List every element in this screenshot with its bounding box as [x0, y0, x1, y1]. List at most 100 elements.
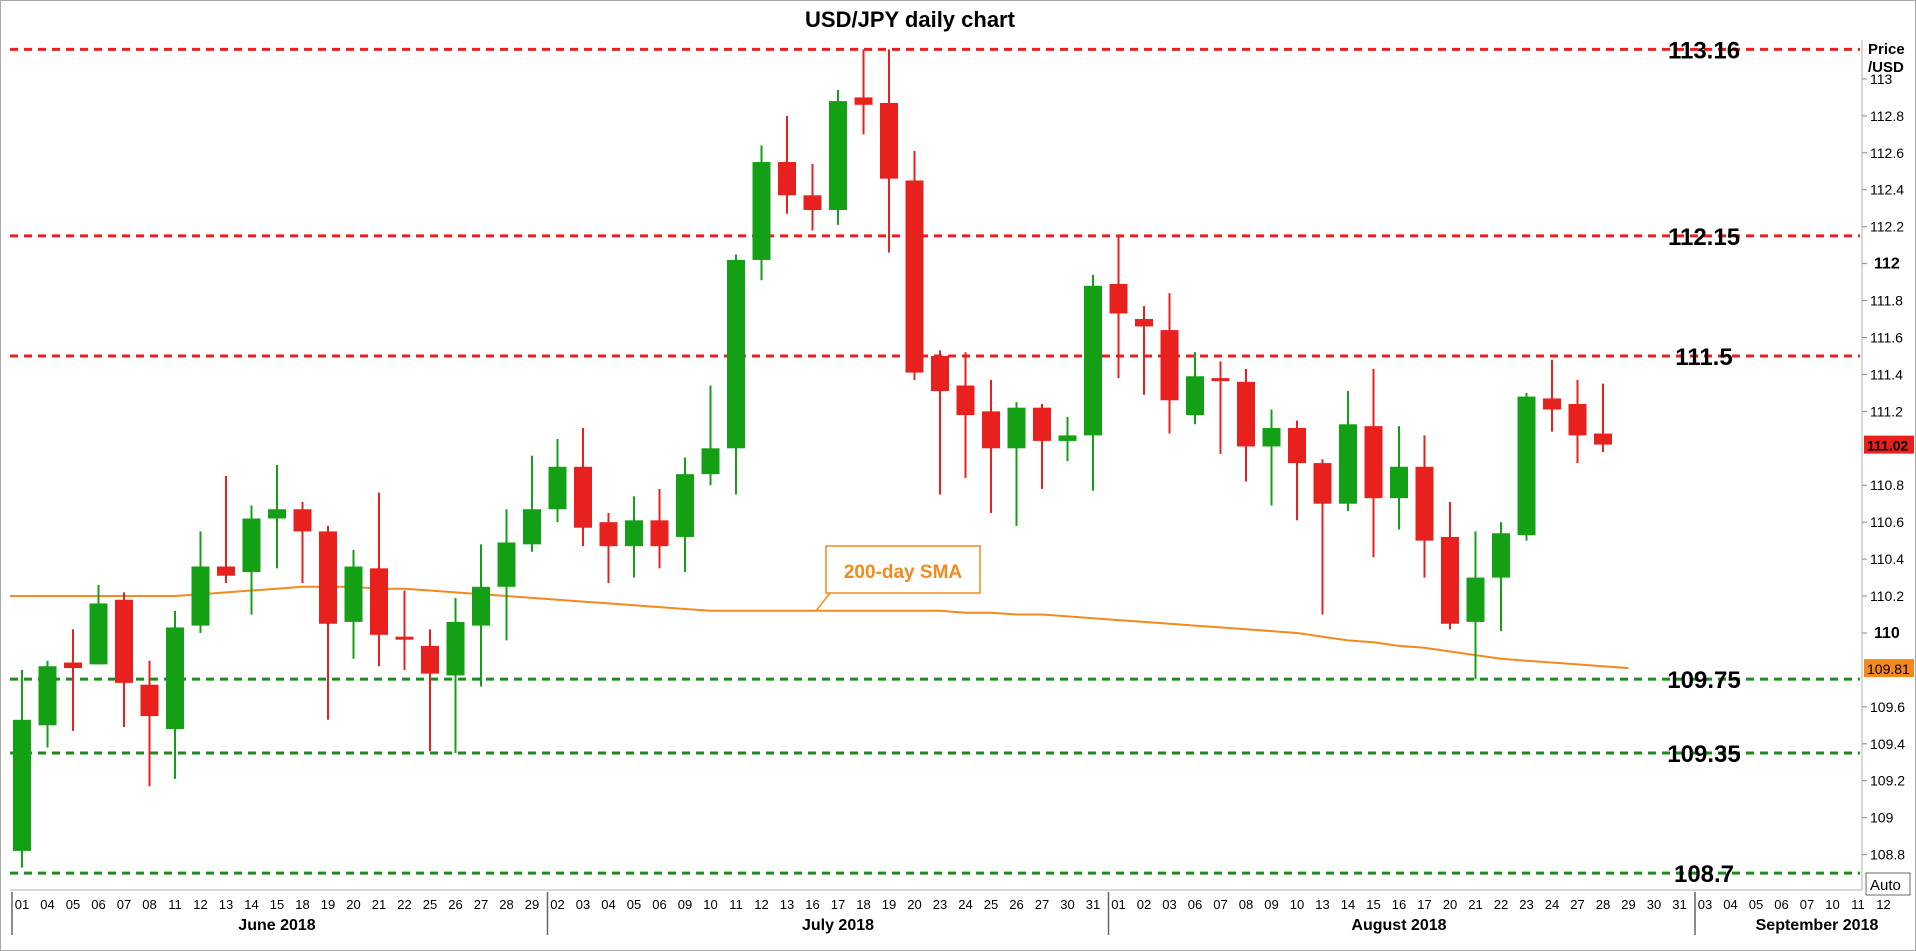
- candle-body-53: [1364, 426, 1383, 499]
- candle-body-13: [344, 566, 363, 622]
- date-tick-label: 12: [193, 897, 207, 912]
- date-tick-label: 04: [1723, 897, 1737, 912]
- date-tick-label: 27: [1035, 897, 1049, 912]
- date-tick-label: 24: [958, 897, 972, 912]
- month-label: September 2018: [1756, 917, 1879, 934]
- candle-body-48: [1237, 381, 1255, 447]
- candle-body-19: [497, 542, 516, 587]
- date-tick-label: 28: [1596, 897, 1610, 912]
- date-tick-label: 21: [372, 897, 386, 912]
- month-label: July 2018: [802, 917, 874, 934]
- candle-body-28: [727, 259, 745, 449]
- date-tick-label: 06: [652, 897, 666, 912]
- date-tick-label: 10: [703, 897, 717, 912]
- candle-body-25: [650, 520, 669, 547]
- candle-body-60: [1543, 398, 1561, 410]
- date-tick-label: 01: [1111, 897, 1125, 912]
- candle-body-52: [1339, 424, 1357, 504]
- date-tick-label: 05: [66, 897, 80, 912]
- date-tick-label: 07: [1800, 897, 1814, 912]
- date-tick-label: 09: [1264, 897, 1278, 912]
- candle-body-14: [370, 568, 388, 635]
- price-tick-label: 112.8: [1870, 108, 1904, 124]
- date-tick-label: 14: [244, 897, 258, 912]
- price-tick-label: 111.6: [1870, 329, 1903, 345]
- date-tick-label: 20: [907, 897, 921, 912]
- candle-body-1: [38, 666, 57, 726]
- date-tick-label: 19: [321, 897, 335, 912]
- candle-body-5: [140, 684, 159, 717]
- candle-body-43: [1109, 283, 1128, 314]
- price-tick-label: 109.6: [1870, 699, 1905, 715]
- date-tick-label: 11: [1851, 897, 1865, 912]
- candle-body-16: [421, 645, 439, 674]
- date-tick-label: 04: [40, 897, 54, 912]
- month-label: August 2018: [1351, 917, 1446, 934]
- candle-body-33: [854, 97, 873, 105]
- date-tick-label: 20: [346, 897, 360, 912]
- date-tick-label: 14: [1341, 897, 1355, 912]
- candle-body-47: [1211, 378, 1230, 382]
- date-tick-label: 06: [91, 897, 105, 912]
- candle-body-27: [701, 448, 720, 475]
- auto-scale-button-label: Auto: [1870, 877, 1901, 894]
- date-tick-label: 04: [601, 897, 615, 912]
- date-tick-label: 05: [627, 897, 641, 912]
- date-tick-label: 28: [499, 897, 513, 912]
- level-label: 109.35: [1667, 741, 1740, 768]
- candle-body-23: [599, 522, 618, 547]
- candle-body-32: [829, 101, 847, 211]
- sma-price-tag: [1864, 659, 1914, 678]
- date-tick-label: 17: [831, 897, 845, 912]
- date-tick-label: 12: [754, 897, 768, 912]
- candle-body-22: [574, 466, 592, 528]
- candle-body-10: [268, 509, 286, 519]
- date-tick-label: 24: [1545, 897, 1559, 912]
- candle-body-3: [89, 603, 108, 665]
- price-tick-label: 109.4: [1870, 736, 1905, 752]
- candle-body-7: [191, 566, 210, 626]
- candle-body-31: [803, 195, 822, 211]
- last-price-tag-label: 111.02: [1867, 438, 1908, 454]
- date-tick-label: 18: [856, 897, 870, 912]
- date-tick-label: 11: [168, 897, 182, 912]
- candle-body-18: [472, 586, 490, 626]
- date-tick-label: 07: [117, 897, 131, 912]
- auto-scale-button: [1865, 872, 1911, 896]
- candle-body-50: [1288, 427, 1306, 464]
- candle-body-44: [1135, 319, 1153, 327]
- candle-body-57: [1466, 577, 1485, 622]
- candle-body-2: [64, 662, 82, 669]
- candle-body-9: [242, 518, 261, 573]
- date-tick-label: 26: [1009, 897, 1023, 912]
- date-tick-label: 29: [525, 897, 539, 912]
- date-tick-label: 22: [397, 897, 411, 912]
- date-tick-label: 12: [1876, 897, 1890, 912]
- candle-body-26: [676, 474, 694, 537]
- date-tick-label: 08: [1239, 897, 1253, 912]
- date-tick-label: 11: [729, 897, 743, 912]
- price-tick-label: 109: [1870, 810, 1894, 826]
- date-tick-label: 15: [270, 897, 284, 912]
- candle-body-54: [1390, 466, 1408, 499]
- candle-body-55: [1415, 466, 1434, 541]
- candle-body-29: [752, 162, 771, 260]
- date-tick-label: 03: [1162, 897, 1176, 912]
- date-tick-label: 13: [780, 897, 794, 912]
- price-tick-label: 111.4: [1870, 366, 1903, 382]
- date-tick-label: 30: [1060, 897, 1074, 912]
- date-tick-label: 02: [1137, 897, 1151, 912]
- date-tick-label: 15: [1366, 897, 1380, 912]
- price-tick-label: 113: [1870, 71, 1893, 87]
- plot-area: 113.16 112.15 111.5 109.75 109.35 108.7 200-da…: [10, 37, 1860, 888]
- price-axis-unit-label: Price: [1868, 41, 1905, 58]
- date-tick-label: 30: [1647, 897, 1661, 912]
- level-label: 108.7: [1674, 861, 1734, 888]
- date-tick-label: 25: [423, 897, 437, 912]
- date-tick-label: 10: [1290, 897, 1304, 912]
- date-tick-label: 18: [295, 897, 309, 912]
- date-tick-label: 31: [1672, 897, 1686, 912]
- candle-body-39: [1007, 407, 1026, 449]
